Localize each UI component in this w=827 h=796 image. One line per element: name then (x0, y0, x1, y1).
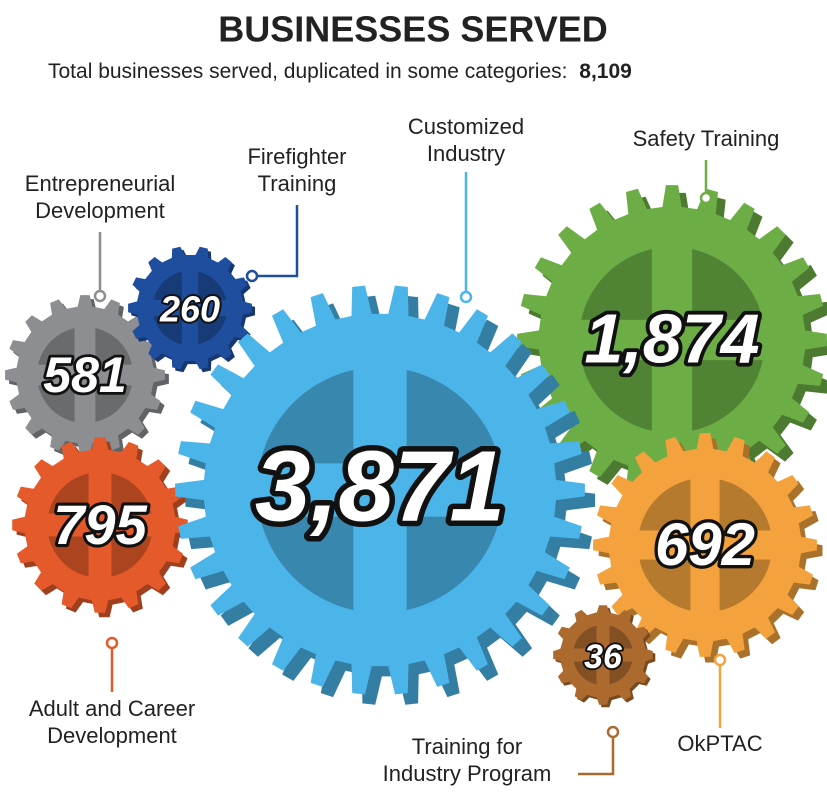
gear-value: 36 (584, 638, 623, 676)
gear-value: 692 (655, 511, 755, 578)
gear: 260 (128, 246, 255, 373)
gear: 795 (12, 437, 193, 618)
gear-value: 1,874 (584, 299, 759, 377)
connector-dot (105, 636, 119, 650)
gear: 3,871 (175, 285, 596, 705)
gear-label: Adult and Career Development (29, 696, 195, 748)
gear-value: 260 (159, 289, 220, 330)
gear-spoke (35, 364, 135, 386)
gear-label: Entrepreneurial Development (25, 171, 175, 223)
connector-dot (93, 289, 107, 303)
gear-label: Training for Industry Program (383, 734, 552, 786)
gear: 581 (5, 295, 169, 459)
gear-spoke (575, 319, 769, 361)
title: BUSINESSES SERVED (218, 9, 607, 50)
gear-label: OkPTAC (677, 731, 762, 756)
gear-value: 3,871 (255, 430, 505, 542)
connector-dot (459, 290, 473, 304)
label-line: Entrepreneurial (25, 171, 175, 196)
label-line: Development (35, 198, 165, 223)
gear: 692 (593, 433, 823, 663)
gear-spoke (572, 648, 634, 662)
label-line: Adult and Career (29, 696, 195, 721)
gear: 1,874 (517, 185, 827, 503)
connector-dot (245, 269, 259, 283)
connector-dot (713, 653, 727, 667)
gear: 36 (553, 605, 656, 708)
gear-value: 581 (43, 347, 126, 403)
label-line: OkPTAC (677, 731, 762, 756)
label-line: Industry Program (383, 761, 552, 786)
label-line: Customized (408, 114, 524, 139)
total: 8,109 (579, 60, 632, 83)
connector (578, 738, 615, 776)
connector-dot (699, 191, 713, 205)
connector-dot (606, 725, 620, 739)
gear-spoke (45, 513, 155, 537)
gear-label: Firefighter Training (247, 144, 346, 196)
label-line: Safety Training (633, 126, 780, 151)
subtitle-text: Total businesses served, duplicated in s… (48, 60, 567, 83)
gear-spoke (151, 299, 229, 317)
label-line: Firefighter (247, 144, 346, 169)
label-line: Industry (427, 141, 505, 166)
label-line: Training (258, 171, 337, 196)
subtitle: Total businesses served, duplicated in s… (48, 60, 632, 83)
gear-value: 795 (53, 493, 147, 556)
connector (258, 205, 299, 278)
label-line: Development (47, 723, 177, 748)
gear-label: Customized Industry (408, 114, 524, 166)
gear-label: Safety Training (633, 126, 780, 151)
gear-spoke (635, 530, 775, 560)
label-line: Training for (412, 734, 522, 759)
gear-spoke (252, 463, 508, 517)
